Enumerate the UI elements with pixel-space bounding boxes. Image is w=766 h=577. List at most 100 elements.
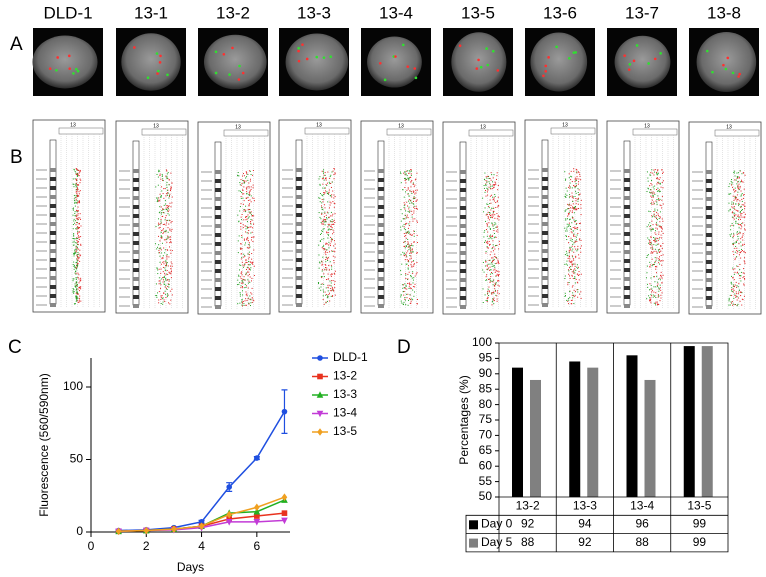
probe [580, 273, 582, 275]
probe [242, 175, 244, 177]
probe [573, 234, 575, 236]
probe [739, 170, 741, 172]
band [378, 259, 384, 263]
probe [159, 280, 161, 282]
probe [242, 197, 244, 199]
probe [77, 276, 79, 278]
probe [245, 216, 247, 218]
y-tick-label: 50 [70, 452, 84, 466]
probe [163, 281, 165, 283]
probe [166, 181, 168, 183]
probe [565, 209, 567, 211]
probe [655, 223, 657, 225]
band [215, 242, 221, 246]
probe [649, 297, 651, 299]
probe [79, 190, 81, 192]
probe [573, 185, 575, 187]
probe [325, 179, 327, 181]
probe [738, 233, 740, 235]
fish-signal [623, 54, 626, 57]
probe [570, 175, 572, 177]
probe [73, 200, 75, 202]
probe [489, 187, 491, 189]
probe [240, 247, 242, 249]
probe [492, 259, 494, 261]
probe [411, 298, 413, 300]
probe [75, 268, 77, 270]
category-label: 13-3 [573, 498, 597, 512]
probe [74, 238, 76, 240]
probe [496, 225, 498, 227]
probe [408, 195, 410, 197]
probe [658, 278, 660, 280]
probe [400, 296, 402, 298]
probe [160, 249, 162, 251]
probe [171, 196, 173, 198]
probe [493, 200, 495, 202]
probe [246, 218, 248, 220]
probe [657, 187, 659, 189]
probe [655, 227, 657, 229]
probe [160, 272, 162, 274]
probe [652, 196, 654, 198]
probe [167, 227, 169, 229]
probe [659, 225, 661, 227]
probe [491, 214, 493, 216]
probe [245, 273, 247, 275]
bar [587, 367, 599, 497]
probe [400, 270, 402, 272]
probe [493, 230, 495, 232]
band [542, 186, 548, 190]
probe [654, 261, 656, 263]
fish-signal [238, 64, 241, 68]
probe [78, 278, 80, 280]
probe [577, 183, 579, 185]
probe [156, 296, 158, 298]
cnv-frame [442, 121, 516, 315]
probe [164, 217, 166, 219]
band [460, 269, 466, 273]
bar [512, 367, 523, 497]
probe [250, 222, 252, 224]
probe [165, 203, 167, 205]
band [378, 214, 384, 218]
probe [245, 285, 247, 287]
probe [331, 250, 333, 252]
probe [72, 290, 74, 292]
probe [732, 290, 734, 292]
probe [77, 228, 79, 230]
probe [318, 287, 320, 289]
probe [74, 266, 76, 268]
probe [494, 195, 496, 197]
probe [404, 298, 406, 300]
probe [162, 301, 164, 303]
probe [568, 224, 570, 226]
probe [322, 209, 324, 211]
probe [568, 204, 570, 206]
cnv-plot: 13 [32, 119, 106, 313]
probe [493, 187, 495, 189]
probe [572, 217, 574, 219]
probe [322, 289, 324, 291]
probe [577, 267, 579, 269]
probe [571, 265, 573, 267]
probe [161, 295, 163, 297]
probe [75, 277, 77, 279]
probe [407, 238, 409, 240]
nucleus [530, 32, 588, 92]
probe [566, 239, 568, 241]
probe [646, 277, 648, 279]
probe [576, 171, 578, 173]
probe [408, 271, 410, 273]
probe [573, 170, 575, 172]
probe [487, 211, 489, 213]
probe [496, 218, 498, 220]
marker [226, 484, 232, 490]
probe [736, 178, 738, 180]
probe [655, 237, 657, 239]
probe [328, 228, 330, 230]
probe [75, 218, 77, 220]
probe [167, 265, 169, 267]
probe [162, 180, 164, 182]
probe [72, 244, 74, 246]
